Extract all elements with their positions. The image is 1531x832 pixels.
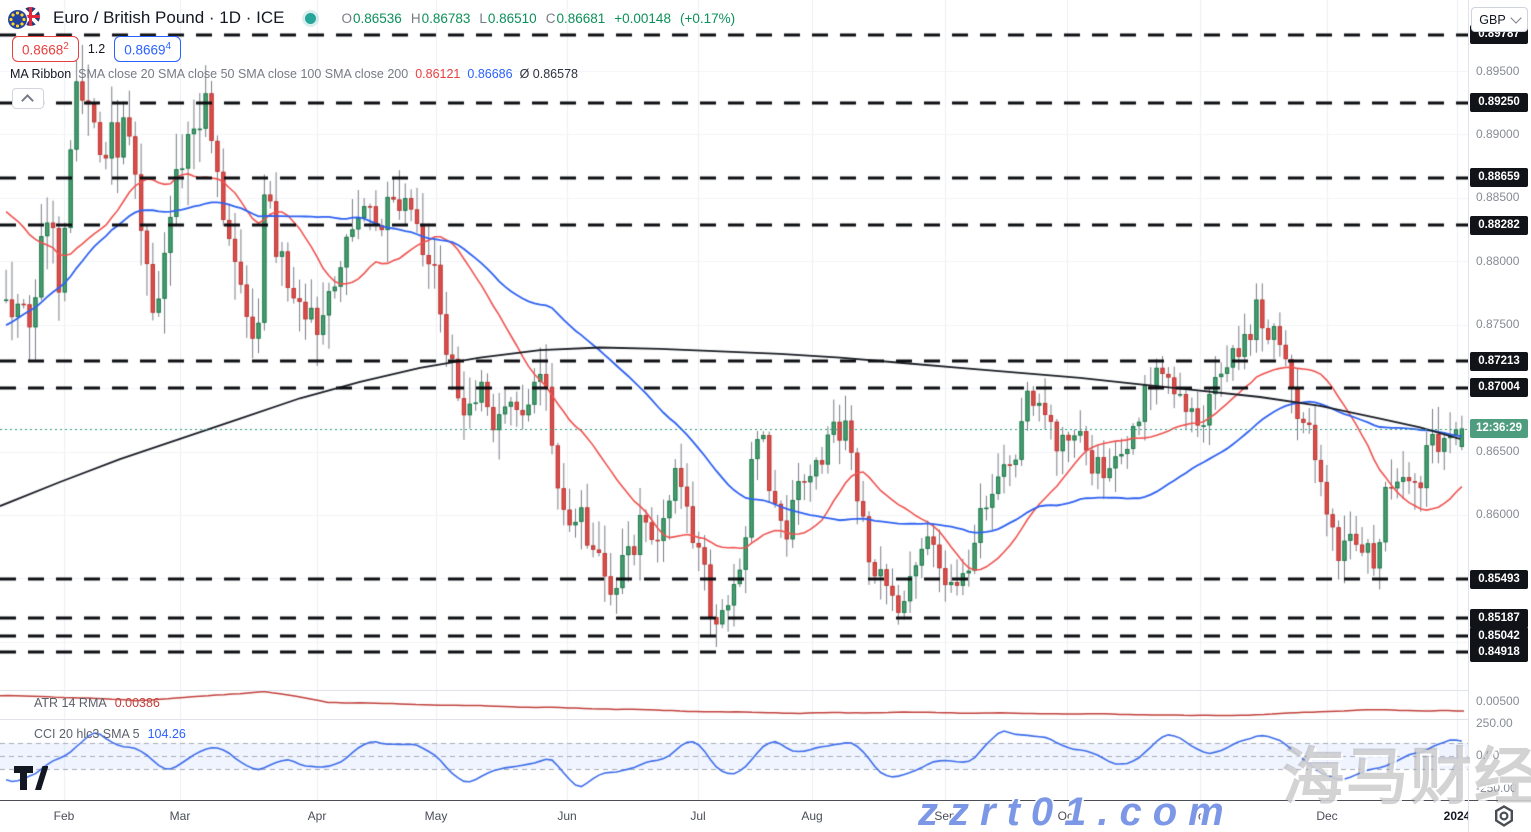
bid-value: 0.8668	[22, 42, 64, 58]
chart-legend: Euro / British Pound · 1D · ICE O0.86536…	[8, 7, 735, 29]
change-value: +0.00148	[614, 10, 671, 26]
currency-button[interactable]: GBP	[1471, 7, 1528, 32]
ask-value: 0.8669	[124, 42, 166, 58]
price-chart-canvas[interactable]	[0, 0, 1468, 800]
tradingview-logo[interactable]	[14, 766, 48, 790]
cci-tick-label: 250.00	[1476, 715, 1513, 730]
price-level-label: 0.84918	[1470, 642, 1528, 662]
price-tick-label: 0.88500	[1476, 190, 1520, 205]
symbol-logo	[8, 7, 44, 29]
bid-button[interactable]: 0.86682	[12, 36, 79, 62]
month-label: Jul	[690, 809, 706, 823]
month-label: Jun	[557, 809, 577, 823]
month-label: May	[424, 809, 448, 823]
price-level-label: 0.88659	[1470, 168, 1528, 188]
symbol-title[interactable]: Euro / British Pound · 1D · ICE	[53, 8, 285, 27]
cci-tick-label: 0.00	[1476, 748, 1500, 763]
price-scale[interactable]: 0.89500 0.89000 0.88500 0.88000 0.87500 0.865…	[1469, 0, 1531, 800]
cci-tick-label: -250.00	[1476, 781, 1517, 796]
month-label: Nov	[1189, 809, 1211, 823]
market-status-icon[interactable]	[305, 12, 317, 24]
price-tick-label: 0.89000	[1476, 126, 1520, 141]
year-label: 2024	[1443, 809, 1471, 823]
spread-label: 1.2	[87, 41, 106, 56]
month-label: Mar	[169, 809, 191, 823]
ma-ribbon-legend[interactable]: MA Ribbon SMA close 20 SMA close 50 SMA …	[10, 67, 578, 81]
watermark-domain: zzrt01.com	[918, 790, 1235, 832]
quote-row: 0.86682 1.2 0.86694	[12, 36, 182, 62]
ask-button[interactable]: 0.86694	[114, 36, 182, 62]
month-label: Sep	[934, 809, 956, 823]
ma-ribbon-params: SMA close 20 SMA close 50 SMA close 100 …	[78, 67, 409, 81]
month-label: Aug	[801, 809, 823, 823]
open-label: O	[341, 10, 352, 26]
price-tick-label: 0.88000	[1476, 253, 1520, 268]
atr-legend[interactable]: ATR 14 RMA 0.00386	[34, 696, 160, 710]
month-label: Apr	[307, 809, 327, 823]
bid-value-sup: 2	[63, 41, 69, 52]
month-label: Feb	[53, 809, 75, 823]
timezone-gear-icon[interactable]	[1492, 804, 1516, 828]
time-axis-border	[0, 800, 1531, 801]
atr-value: 0.00386	[114, 696, 160, 710]
open-value: 0.86536	[353, 10, 402, 26]
price-tick-label: 0.87500	[1476, 317, 1520, 332]
high-label: H	[410, 10, 421, 26]
price-tick-label: 0.89500	[1476, 63, 1520, 78]
chevron-up-icon	[21, 94, 34, 107]
price-tick-label: 0.86000	[1476, 507, 1520, 522]
ma-ribbon-name: MA Ribbon	[10, 67, 72, 81]
cci-value: 104.26	[147, 727, 186, 741]
average-value: 0.86578	[532, 67, 578, 81]
chevron-down-icon	[1510, 12, 1522, 24]
price-scale-border	[1468, 0, 1469, 832]
cci-label: CCI 20 hlc3 SMA 5	[34, 727, 140, 741]
high-value: 0.86783	[421, 10, 471, 26]
price-level-label: 0.87213	[1470, 351, 1528, 371]
price-level-label: 0.89250	[1470, 93, 1528, 113]
average-symbol: Ø	[519, 67, 530, 81]
sma50-value: 0.86686	[467, 67, 513, 81]
change-percent: (+0.17%)	[679, 10, 736, 26]
month-label: Dec	[1316, 809, 1338, 823]
sma20-value: 0.86121	[415, 67, 461, 81]
currency-label: GBP	[1479, 12, 1506, 27]
price-level-label: 0.85187	[1470, 608, 1528, 628]
pane-separator[interactable]	[0, 719, 1531, 720]
price-level-label: 0.85042	[1470, 626, 1528, 646]
ohlc-readout: O0.86536 H0.86783 L0.86510 C0.86681 +0.0…	[341, 11, 735, 26]
low-label: L	[479, 10, 487, 26]
price-tick-label: 0.86500	[1476, 444, 1520, 459]
atr-tick-label: 0.00500	[1476, 694, 1520, 708]
countdown-label: 12:36:29	[1470, 419, 1528, 439]
ask-value-sup: 4	[165, 41, 172, 52]
collapse-pane-button[interactable]	[12, 88, 44, 109]
close-label: C	[545, 10, 556, 26]
watermark-cn: 海马财经	[1282, 743, 1531, 812]
eu-flag-icon	[8, 10, 27, 29]
month-label: Oct	[1057, 809, 1077, 823]
atr-label: ATR 14 RMA	[34, 696, 107, 710]
pane-separator[interactable]	[0, 690, 1531, 691]
price-level-label: 0.87004	[1470, 378, 1528, 398]
cci-legend[interactable]: CCI 20 hlc3 SMA 5 104.26	[34, 727, 186, 741]
price-level-label: 0.85493	[1470, 569, 1528, 589]
close-value: 0.86681	[556, 10, 606, 26]
time-axis[interactable]: Feb Mar Apr May Jun Jul Aug Sep Oct Nov Dec 2024	[0, 801, 1471, 832]
low-value: 0.86510	[487, 10, 537, 26]
price-level-label: 0.88282	[1470, 215, 1528, 235]
